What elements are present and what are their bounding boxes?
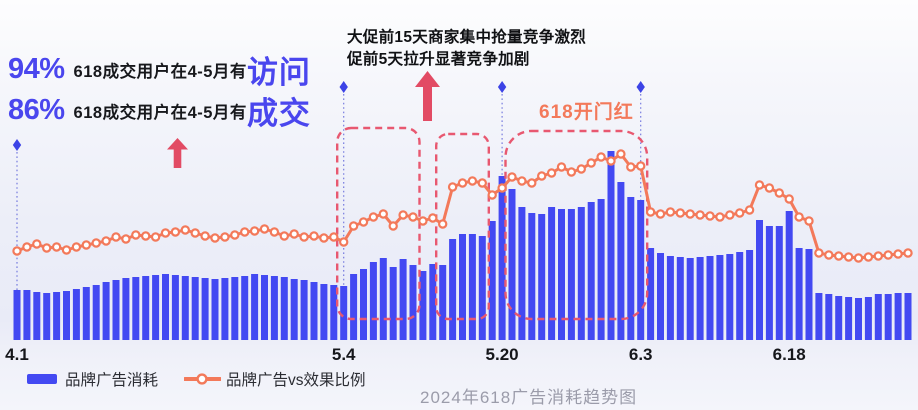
stat-line-visit: 94% 618成交用户在4-5月有 访问 <box>8 47 311 92</box>
visit-highlight: 访问 <box>246 55 311 90</box>
legend-line-swatch <box>184 373 222 385</box>
x-tick-label: 5.20 <box>486 345 519 364</box>
deal-percent: 86% <box>8 94 65 126</box>
diamond-guide-marker <box>12 139 22 151</box>
promo-phase-label: 618开门红 <box>539 102 634 123</box>
ratio-line-series <box>12 149 913 263</box>
deal-label: 618成交用户在4-5月有 <box>73 103 247 122</box>
annotation-line-2: 促前5天拉升显著竞争加剧 <box>347 51 530 68</box>
deal-highlight: 成交 <box>246 96 311 131</box>
up-arrow-icon <box>167 138 188 168</box>
x-axis-ticks: 4.1 5.4 5.20 6.3 6.18 <box>5 345 806 364</box>
x-tick-label: 6.3 <box>629 345 653 364</box>
up-arrow-icon <box>415 71 440 121</box>
diamond-guide-marker <box>497 81 507 93</box>
promo-annotation: 大促前15天商家集中抢量竞争激烈 促前5天拉升显著竞争加剧 <box>347 27 586 71</box>
chart-legend: 品牌广告消耗 品牌广告vs效果比例 <box>27 368 366 390</box>
legend-bar-swatch <box>27 374 57 384</box>
stat-line-deal: 86% 618成交用户在4-5月有 成交 <box>8 88 311 133</box>
legend-bar-label: 品牌广告消耗 <box>65 372 159 389</box>
diamond-guide-marker <box>339 81 348 93</box>
chart-caption: 2024年618广告消耗趋势图 <box>420 388 638 407</box>
visit-label: 618成交用户在4-5月有 <box>73 62 247 81</box>
legend-line-label: 品牌广告vs效果比例 <box>226 372 366 389</box>
x-tick-label: 5.4 <box>332 345 356 364</box>
x-tick-label: 6.18 <box>773 345 806 364</box>
bar-series <box>13 151 912 340</box>
guide-lines <box>12 81 645 340</box>
x-tick-label: 4.1 <box>5 345 29 364</box>
annotation-line-1: 大促前15天商家集中抢量竞争激烈 <box>347 29 587 46</box>
visit-percent: 94% <box>8 53 65 85</box>
diamond-guide-marker <box>636 81 645 93</box>
